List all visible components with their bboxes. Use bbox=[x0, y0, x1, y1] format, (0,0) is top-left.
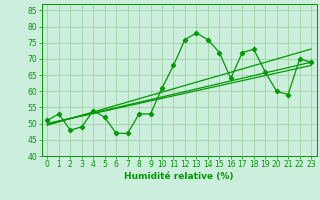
X-axis label: Humidité relative (%): Humidité relative (%) bbox=[124, 172, 234, 181]
